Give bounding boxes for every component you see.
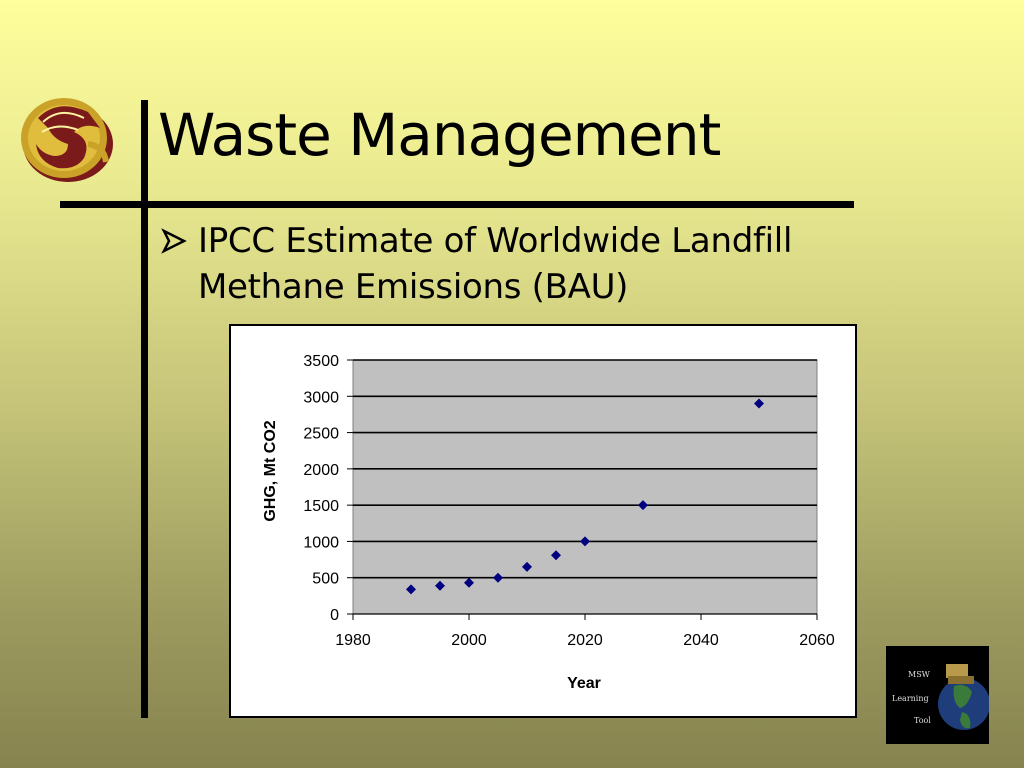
x-tick-label: 2020 (567, 632, 603, 649)
y-tick-label: 1500 (303, 498, 339, 515)
pegasus-seal-icon (21, 98, 113, 182)
y-tick-label: 3000 (303, 389, 339, 406)
x-tick-label: 2060 (799, 632, 835, 649)
vertical-rule (141, 100, 148, 718)
bullet-arrow-icon (161, 228, 187, 254)
data-point (406, 584, 416, 595)
msw-label: MSW (908, 670, 930, 679)
data-point (638, 500, 648, 511)
msw-learning-tool-logo: MSW Learning Tool (886, 646, 989, 744)
tool-label: Tool (914, 716, 931, 725)
y-axis-label: GHG, Mt CO2 (262, 420, 279, 521)
y-tick-label: 0 (330, 607, 339, 624)
y-tick-label: 500 (312, 571, 339, 588)
data-point (464, 577, 474, 588)
y-tick-label: 2000 (303, 462, 339, 479)
slide-title: Waste Management (158, 101, 721, 169)
data-point (435, 580, 445, 591)
y-tick-label: 3500 (303, 353, 339, 370)
globe-icon (938, 664, 989, 730)
data-point (551, 550, 561, 561)
x-axis-label: Year (567, 675, 601, 692)
x-tick-label: 1980 (335, 632, 371, 649)
learning-label: Learning (892, 694, 929, 703)
data-point (493, 572, 503, 583)
data-point (754, 398, 764, 409)
y-tick-label: 1000 (303, 534, 339, 551)
x-tick-label: 2040 (683, 632, 719, 649)
chart-frame: 0 500 1000 1500 2000 2500 3000 3500 1980 2000 2020… (229, 324, 857, 718)
y-tick-label: 2500 (303, 426, 339, 443)
x-tick-label: 2000 (451, 632, 487, 649)
data-point (580, 536, 590, 547)
plot-area (352, 359, 818, 615)
bullet-text: IPCC Estimate of Worldwide Landfill Meth… (198, 221, 793, 307)
scatter-chart: 0 500 1000 1500 2000 2500 3000 3500 1980 2000 2020… (262, 353, 835, 692)
horizontal-rule (60, 201, 854, 208)
data-point (522, 561, 532, 572)
